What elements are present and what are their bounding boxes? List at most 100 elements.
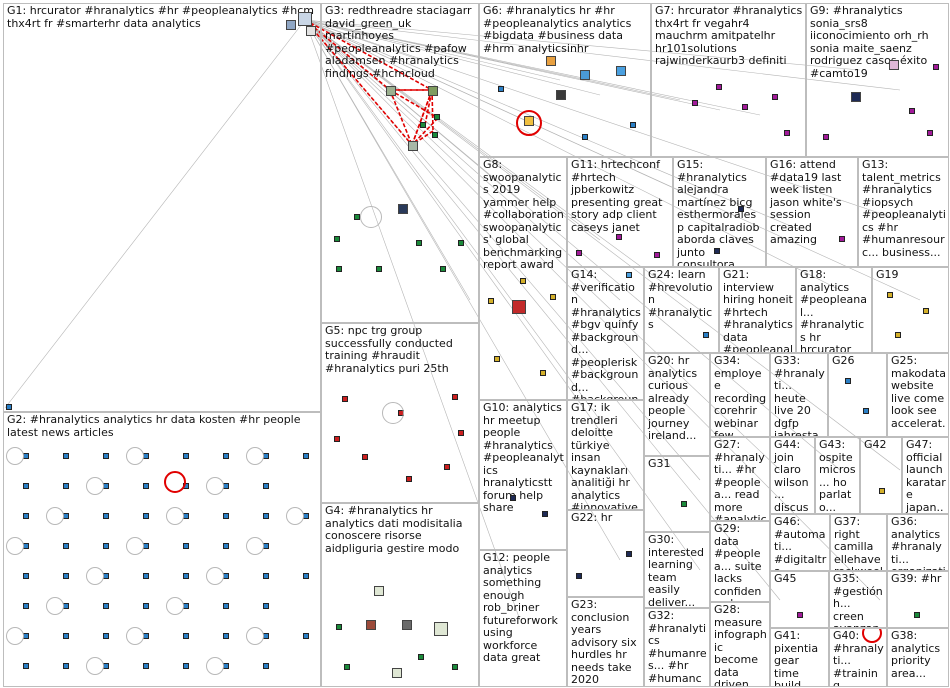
node[interactable] — [303, 453, 309, 459]
node[interactable] — [183, 573, 189, 579]
node[interactable] — [23, 603, 29, 609]
node[interactable] — [103, 453, 109, 459]
node[interactable] — [879, 488, 885, 494]
node[interactable] — [63, 663, 69, 669]
node[interactable] — [263, 663, 269, 669]
node[interactable] — [374, 586, 384, 596]
node[interactable] — [797, 612, 803, 618]
node[interactable] — [498, 86, 504, 92]
node[interactable] — [863, 408, 869, 414]
node[interactable] — [542, 511, 548, 517]
node[interactable] — [362, 454, 368, 460]
node[interactable] — [23, 573, 29, 579]
node[interactable] — [616, 66, 626, 76]
node[interactable] — [342, 396, 348, 402]
node[interactable] — [418, 654, 424, 660]
hub-node[interactable] — [306, 26, 316, 36]
node[interactable] — [823, 134, 829, 140]
node[interactable] — [714, 248, 720, 254]
node[interactable] — [738, 206, 744, 212]
node[interactable] — [336, 624, 342, 630]
node[interactable] — [914, 612, 920, 618]
node[interactable] — [550, 294, 556, 300]
node[interactable] — [540, 370, 546, 376]
node[interactable] — [23, 663, 29, 669]
node[interactable] — [434, 114, 440, 120]
node[interactable] — [303, 633, 309, 639]
node[interactable] — [616, 234, 622, 240]
node[interactable] — [742, 104, 748, 110]
node[interactable] — [334, 236, 340, 242]
node[interactable] — [23, 513, 29, 519]
node[interactable] — [626, 272, 632, 278]
node[interactable] — [336, 266, 342, 272]
node-swoopanalytics[interactable] — [512, 300, 526, 314]
node[interactable] — [494, 356, 500, 362]
node[interactable] — [420, 122, 426, 128]
node[interactable] — [223, 633, 229, 639]
node[interactable] — [103, 603, 109, 609]
node[interactable] — [263, 603, 269, 609]
node[interactable] — [458, 430, 464, 436]
node[interactable] — [183, 633, 189, 639]
node[interactable] — [392, 668, 402, 678]
node[interactable] — [488, 298, 494, 304]
node[interactable] — [344, 664, 350, 670]
node[interactable] — [143, 573, 149, 579]
node[interactable] — [263, 483, 269, 489]
node[interactable] — [366, 620, 376, 630]
node[interactable] — [452, 664, 458, 670]
node[interactable] — [398, 204, 408, 214]
node[interactable] — [839, 236, 845, 242]
node[interactable] — [440, 266, 446, 272]
node[interactable] — [923, 308, 929, 314]
node[interactable] — [263, 513, 269, 519]
node-staciagarr[interactable] — [386, 86, 396, 96]
node[interactable] — [354, 214, 360, 220]
node[interactable] — [223, 603, 229, 609]
node[interactable] — [458, 240, 464, 246]
node[interactable] — [183, 453, 189, 459]
node[interactable] — [303, 573, 309, 579]
node[interactable] — [143, 513, 149, 519]
node[interactable] — [520, 278, 526, 284]
node[interactable] — [772, 94, 778, 100]
node[interactable] — [452, 394, 458, 400]
node[interactable] — [909, 108, 915, 114]
node[interactable] — [703, 332, 709, 338]
node[interactable] — [626, 551, 632, 557]
node[interactable] — [933, 64, 939, 70]
node[interactable] — [376, 266, 382, 272]
node[interactable] — [851, 92, 861, 102]
node[interactable] — [143, 483, 149, 489]
node[interactable] — [406, 476, 412, 482]
node[interactable] — [784, 130, 790, 136]
node[interactable] — [510, 495, 516, 501]
hub-node[interactable] — [286, 20, 296, 30]
node[interactable] — [887, 292, 893, 298]
node[interactable] — [630, 122, 636, 128]
node[interactable] — [263, 573, 269, 579]
node[interactable] — [334, 436, 340, 442]
node[interactable] — [692, 100, 698, 106]
node[interactable] — [23, 483, 29, 489]
node[interactable] — [223, 453, 229, 459]
node[interactable] — [927, 130, 933, 136]
node[interactable] — [576, 573, 582, 579]
node[interactable] — [895, 332, 901, 338]
node[interactable] — [103, 513, 109, 519]
node[interactable] — [580, 70, 590, 80]
node[interactable] — [63, 483, 69, 489]
node[interactable] — [6, 404, 12, 410]
node[interactable] — [845, 378, 851, 384]
node[interactable] — [223, 543, 229, 549]
node[interactable] — [546, 56, 556, 66]
node[interactable] — [681, 501, 687, 507]
node[interactable] — [576, 250, 582, 256]
node[interactable] — [432, 132, 438, 138]
node[interactable] — [183, 543, 189, 549]
hub-node-hrcurator[interactable] — [298, 12, 312, 26]
node[interactable] — [223, 513, 229, 519]
node[interactable] — [143, 663, 149, 669]
node[interactable] — [434, 622, 448, 636]
